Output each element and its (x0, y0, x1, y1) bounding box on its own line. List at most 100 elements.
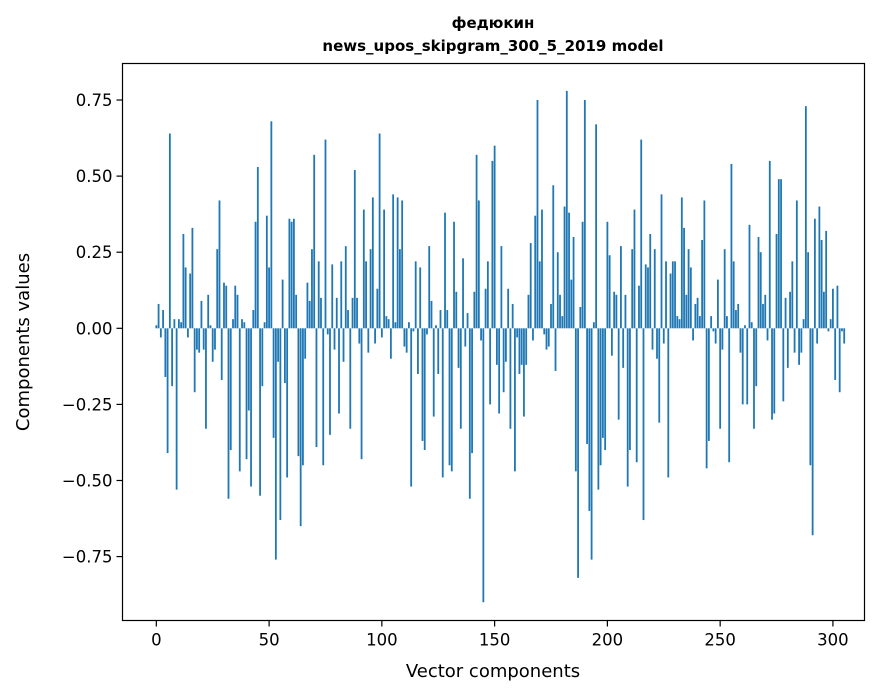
bar (705, 328, 708, 469)
bar (755, 328, 758, 387)
bar (322, 328, 325, 466)
bar (380, 328, 383, 338)
bar (331, 264, 334, 329)
bar (719, 328, 722, 429)
bar (782, 328, 785, 402)
bar (741, 328, 744, 405)
bar (685, 294, 688, 329)
bar (771, 328, 773, 420)
bar (534, 215, 537, 329)
bar (710, 316, 713, 329)
bar (376, 288, 379, 329)
bar (495, 328, 498, 365)
bar (527, 294, 530, 329)
x-tick-label: 150 (479, 631, 511, 650)
bar (489, 328, 492, 405)
bar (523, 328, 525, 417)
bar (365, 261, 367, 329)
bar (459, 328, 462, 429)
bar (175, 328, 178, 490)
bar (295, 294, 298, 329)
bar (466, 313, 469, 329)
bar (353, 170, 356, 329)
bar (599, 328, 602, 466)
bar (572, 236, 575, 329)
bar (807, 252, 810, 329)
bar (538, 261, 541, 329)
bar (385, 316, 388, 329)
bar (730, 163, 733, 329)
bar (692, 328, 694, 341)
bar (802, 319, 805, 329)
bar (514, 328, 516, 472)
bar (274, 328, 277, 560)
bar (658, 328, 661, 423)
bar (308, 300, 311, 329)
bar (401, 200, 404, 329)
bar (816, 328, 819, 344)
bar (570, 279, 573, 329)
bar (753, 328, 755, 429)
bar (288, 218, 291, 329)
bar (223, 282, 225, 329)
bar (360, 328, 363, 460)
bar (520, 328, 523, 365)
bar (800, 328, 803, 353)
bar (177, 319, 180, 329)
bar (182, 233, 185, 329)
bar (256, 166, 259, 329)
bar (559, 294, 561, 329)
bar (220, 328, 223, 381)
bar (191, 227, 194, 329)
bar (568, 212, 570, 329)
bar (493, 145, 496, 329)
bar (446, 310, 449, 329)
bar (313, 154, 316, 329)
bar (362, 209, 365, 329)
bar (511, 303, 514, 329)
bar (832, 288, 834, 329)
x-tick-label: 0 (151, 631, 162, 650)
bar (164, 328, 167, 377)
bar (378, 133, 381, 329)
bar (263, 322, 266, 329)
bar (775, 233, 778, 329)
bar (304, 328, 307, 359)
bar (426, 328, 428, 335)
bar (399, 249, 401, 329)
bar (241, 319, 243, 329)
x-axis-label: Vector components (406, 661, 580, 682)
bar (759, 252, 762, 329)
bar (554, 328, 557, 371)
bar (453, 221, 455, 329)
bar (414, 261, 417, 329)
bar (556, 252, 559, 329)
bar (804, 106, 807, 329)
bar (762, 303, 764, 329)
bar (439, 310, 442, 329)
bar (430, 300, 433, 329)
bar (247, 328, 250, 411)
bar (482, 328, 485, 603)
bar (629, 328, 631, 451)
bar (823, 291, 825, 329)
bar (455, 291, 458, 329)
bar (462, 258, 464, 329)
bar (392, 194, 395, 329)
chart-title-line-1: федюкин (452, 14, 535, 32)
bar (293, 218, 295, 329)
bar (696, 297, 699, 329)
bar (789, 291, 791, 329)
x-tick-label: 200 (592, 631, 624, 650)
bar (757, 236, 760, 329)
bar (471, 328, 473, 454)
bar (207, 294, 210, 329)
bar (358, 328, 361, 344)
bar (818, 206, 821, 329)
bar (356, 297, 358, 329)
bar (671, 261, 674, 329)
bar (811, 328, 814, 536)
bar (653, 249, 656, 329)
x-tick-label: 100 (366, 631, 398, 650)
bar (509, 328, 512, 429)
